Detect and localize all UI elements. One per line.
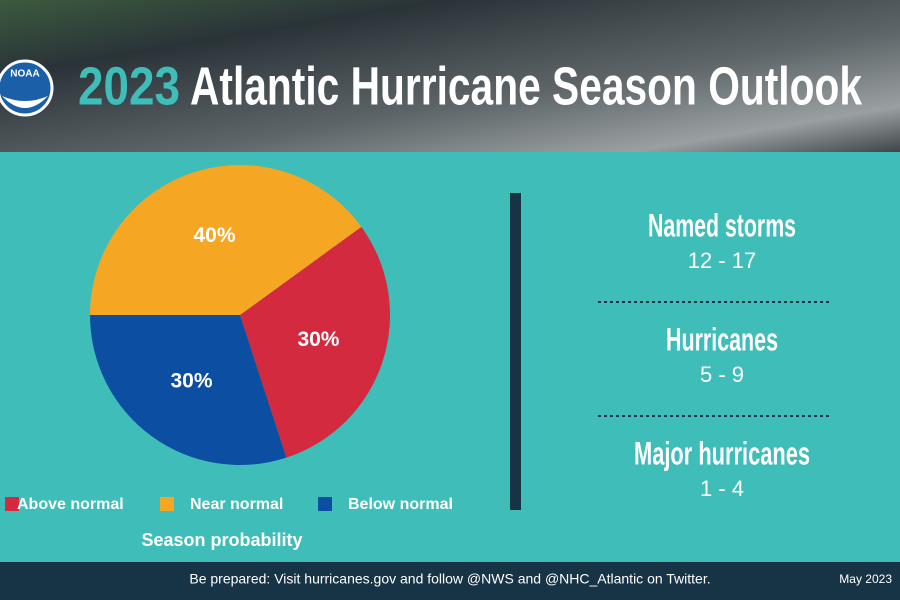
legend-swatch	[160, 497, 174, 511]
divider	[510, 193, 521, 510]
footer-text: Be prepared: Visit hurricanes.gov and fo…	[189, 571, 710, 587]
legend-title: Season probability	[141, 530, 302, 550]
footer-date: May 2023	[839, 572, 892, 586]
legend-label: Near normal	[190, 496, 283, 513]
legend: Above normal Near normal Below normal	[5, 496, 453, 513]
stat-label: Major hurricanes	[634, 435, 810, 471]
slice-label: 30%	[297, 328, 339, 351]
logo-wave	[2, 96, 48, 108]
header-background	[0, 0, 900, 152]
slice-label: 40%	[193, 224, 235, 247]
legend-label: Below normal	[348, 496, 453, 513]
legend-swatch	[318, 497, 332, 511]
stat-value: 12 - 17	[688, 248, 757, 273]
logo-text: NOAA	[10, 69, 39, 80]
pie-slice	[90, 164, 362, 315]
title-year: 2023	[78, 56, 180, 116]
pie-chart: 30% 30% 40%	[90, 164, 390, 466]
stats: Named storms 12 - 17 Hurricanes 5 - 9 Major …	[598, 207, 830, 501]
stat-value: 1 - 4	[700, 476, 744, 501]
title: Atlantic Hurricane Season Outlook	[190, 56, 863, 116]
stat-value: 5 - 9	[700, 362, 744, 387]
legend-swatch	[5, 497, 19, 511]
legend-label: Above normal	[17, 496, 124, 513]
footer-background	[0, 562, 900, 600]
stat-label: Hurricanes	[666, 321, 778, 357]
stat-label: Named storms	[648, 207, 796, 243]
pie-slice	[90, 315, 287, 466]
pie-slice	[240, 226, 390, 458]
slice-label: 30%	[170, 369, 212, 392]
